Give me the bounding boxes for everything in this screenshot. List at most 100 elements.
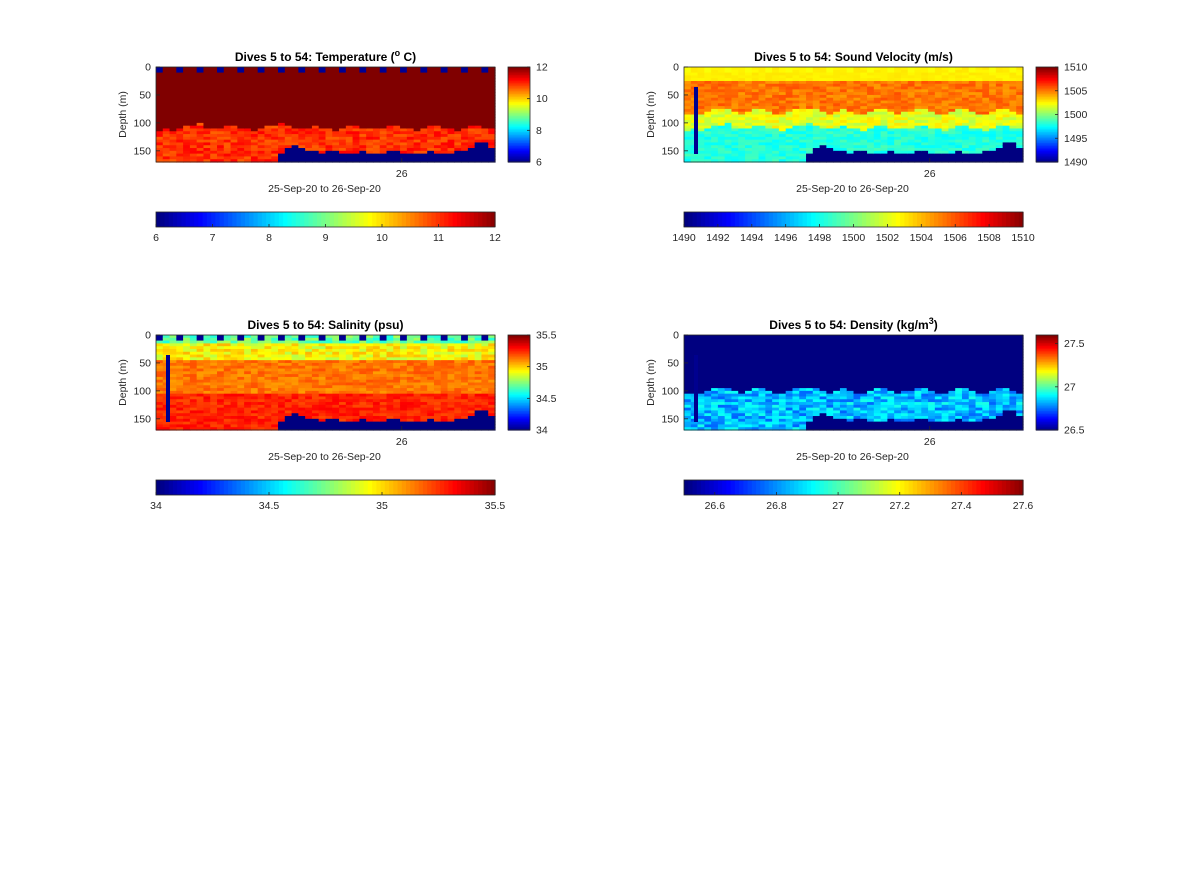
heatmap-cell [237, 388, 245, 392]
heatmap-cell [975, 69, 983, 74]
heatmap-cell [366, 351, 374, 356]
heatmap-cell [372, 390, 381, 395]
heatmap-cell [420, 122, 428, 127]
colorbar-segment [508, 135, 530, 138]
heatmap-cell [704, 117, 712, 121]
heatmap-cell [833, 78, 841, 82]
heatmap-cell [447, 139, 455, 144]
heatmap-cell [982, 159, 990, 163]
heatmap-cell [210, 89, 218, 93]
heatmap-cell [372, 89, 381, 93]
heatmap-cell [731, 148, 739, 152]
heatmap-cell [196, 97, 205, 102]
heatmap-cell [961, 100, 970, 104]
heatmap-cell [345, 156, 354, 160]
heatmap-cell [393, 150, 401, 155]
heatmap-cell [366, 80, 374, 85]
heatmap-cell [230, 128, 238, 132]
heatmap-cell [318, 80, 327, 85]
heatmap-cell [318, 106, 327, 110]
heatmap-cell [961, 153, 970, 158]
heatmap-cell [339, 402, 347, 406]
heatmap-cell [217, 335, 225, 339]
heatmap-cell [758, 72, 766, 76]
heatmap-cell [359, 114, 367, 118]
heatmap-cell [379, 360, 388, 364]
heatmap-cell [860, 136, 868, 141]
heatmap-cell [271, 145, 279, 149]
heatmap-cell [257, 343, 266, 347]
heatmap-cell [217, 106, 225, 110]
heatmap-cell [806, 150, 814, 155]
heatmap-cell [305, 94, 313, 99]
heatmap-cell [684, 97, 692, 102]
heatmap-cell [284, 365, 293, 370]
heatmap-cell [982, 136, 990, 141]
heatmap-cell [812, 122, 821, 127]
heatmap-cell [751, 139, 760, 144]
heatmap-cell [264, 416, 272, 420]
colorbar-segment [1036, 98, 1058, 101]
heatmap-cell [345, 402, 354, 406]
heatmap-cell [989, 150, 997, 155]
heatmap-cell [393, 100, 401, 104]
heatmap-cell [189, 148, 198, 152]
heatmap-cell [305, 97, 313, 102]
heatmap-cell [461, 153, 469, 158]
heatmap-cell [298, 382, 306, 386]
heatmap-cell [223, 131, 232, 135]
heatmap-cell [873, 78, 882, 82]
heatmap-cell [352, 346, 360, 350]
heatmap-cell [873, 131, 882, 135]
heatmap-cell [223, 376, 232, 381]
heatmap-cell [217, 156, 225, 160]
heatmap-cell [372, 97, 381, 102]
heatmap-cell [400, 86, 408, 90]
heatmap-cell [271, 114, 279, 118]
colorbar-segment [1001, 212, 1007, 227]
heatmap-cell [989, 142, 997, 146]
colorbar-segment [980, 212, 986, 227]
heatmap-cell [447, 106, 455, 110]
heatmap-cell [257, 402, 266, 406]
heatmap-cell [745, 150, 753, 155]
heatmap-cell [366, 376, 374, 381]
heatmap-cell [196, 117, 205, 121]
colorbar-segment [422, 212, 428, 227]
heatmap-cell [738, 125, 746, 130]
heatmap-cell [833, 106, 841, 110]
heatmap-cell [433, 136, 442, 141]
heatmap-cell [156, 106, 164, 110]
colorbar-segment [1036, 144, 1058, 147]
heatmap-cell [176, 128, 184, 132]
heatmap-cell [921, 148, 929, 152]
heatmap-cell [1009, 80, 1017, 85]
heatmap-cell [806, 136, 814, 141]
heatmap-cell [325, 106, 333, 110]
heatmap-cell [366, 360, 374, 364]
heatmap-cell [948, 159, 956, 163]
heatmap-cell [1016, 108, 1024, 113]
heatmap-cell [298, 153, 306, 158]
heatmap-cell [758, 94, 766, 99]
heatmap-cell [332, 103, 340, 107]
colorbar-segment [1036, 106, 1058, 109]
heatmap-cell [900, 69, 909, 74]
heatmap-cell [982, 86, 990, 90]
heatmap-cell [785, 100, 794, 104]
heatmap-cell [183, 424, 191, 428]
colorbar-segment [836, 212, 842, 227]
heatmap-cell [203, 351, 211, 356]
heatmap-cell [853, 156, 861, 160]
heatmap-cell [305, 139, 313, 144]
heatmap-cell [332, 139, 340, 144]
heatmap-cell [305, 382, 313, 386]
heatmap-cell [481, 122, 489, 127]
heatmap-cell [196, 125, 205, 130]
heatmap-cell [420, 150, 428, 155]
colorbar-segment [1036, 101, 1058, 105]
colorbar-tick-label: 12 [536, 62, 548, 74]
heatmap-cell [359, 351, 367, 356]
heatmap-cell [176, 340, 184, 344]
heatmap-cell [846, 136, 855, 141]
